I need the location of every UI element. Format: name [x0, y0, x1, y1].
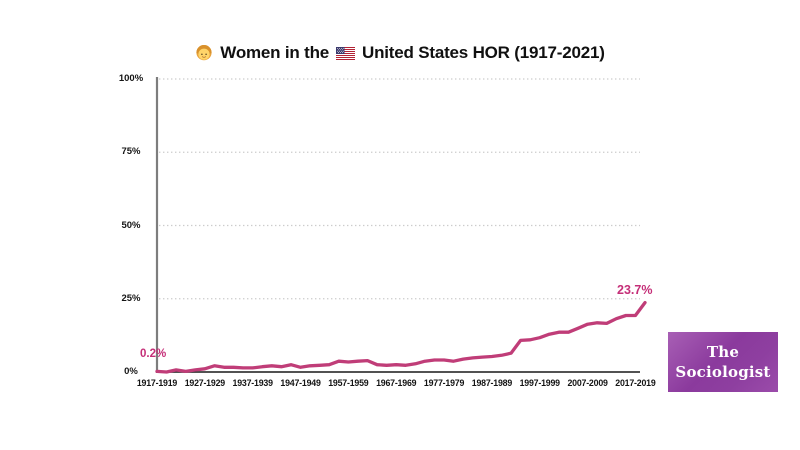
y-tick-50%: 50% [121, 219, 141, 231]
y-tick-100%: 100% [118, 73, 144, 84]
x-tick-1917-1919: 1917-1919 [136, 378, 178, 388]
sociologist-logo: The Sociologist [668, 332, 778, 392]
x-tick-2017-2019: 2017-2019 [615, 378, 656, 388]
chart-title: Women in the United States HOR (1917-202… [0, 41, 800, 65]
x-tick-1927-1929: 1927-1929 [184, 378, 225, 388]
data-line-women-percentage [155, 300, 647, 374]
title-text-left: Women in the [220, 43, 330, 62]
annotation-first-value: 0.2% [140, 348, 167, 360]
x-tick-1937-1939: 1937-1939 [232, 378, 273, 388]
x-tick-2007-2009: 2007-2009 [567, 378, 608, 388]
logo-line2: Sociologist [675, 363, 771, 381]
x-tick-1967-1969: 1967-1969 [376, 378, 417, 388]
x-tick-1997-1999: 1997-1999 [519, 378, 560, 388]
us-flag-icon [336, 46, 356, 60]
x-tick-1977-1979: 1977-1979 [423, 378, 465, 388]
y-tick-75%: 75% [121, 146, 141, 158]
woman-emoji-icon [196, 45, 212, 61]
y-tick-0%: 0% [124, 366, 138, 377]
x-tick-1947-1949: 1947-1949 [280, 378, 321, 388]
logo-line1: The [706, 342, 740, 361]
y-tick-25%: 25% [121, 292, 141, 304]
x-tick-1987-1989: 1987-1989 [471, 378, 513, 388]
x-tick-1957-1959: 1957-1959 [328, 378, 369, 388]
title-text-right: United States HOR (1917-2021) [362, 43, 605, 62]
annotation-last-value: 23.7% [617, 283, 653, 297]
